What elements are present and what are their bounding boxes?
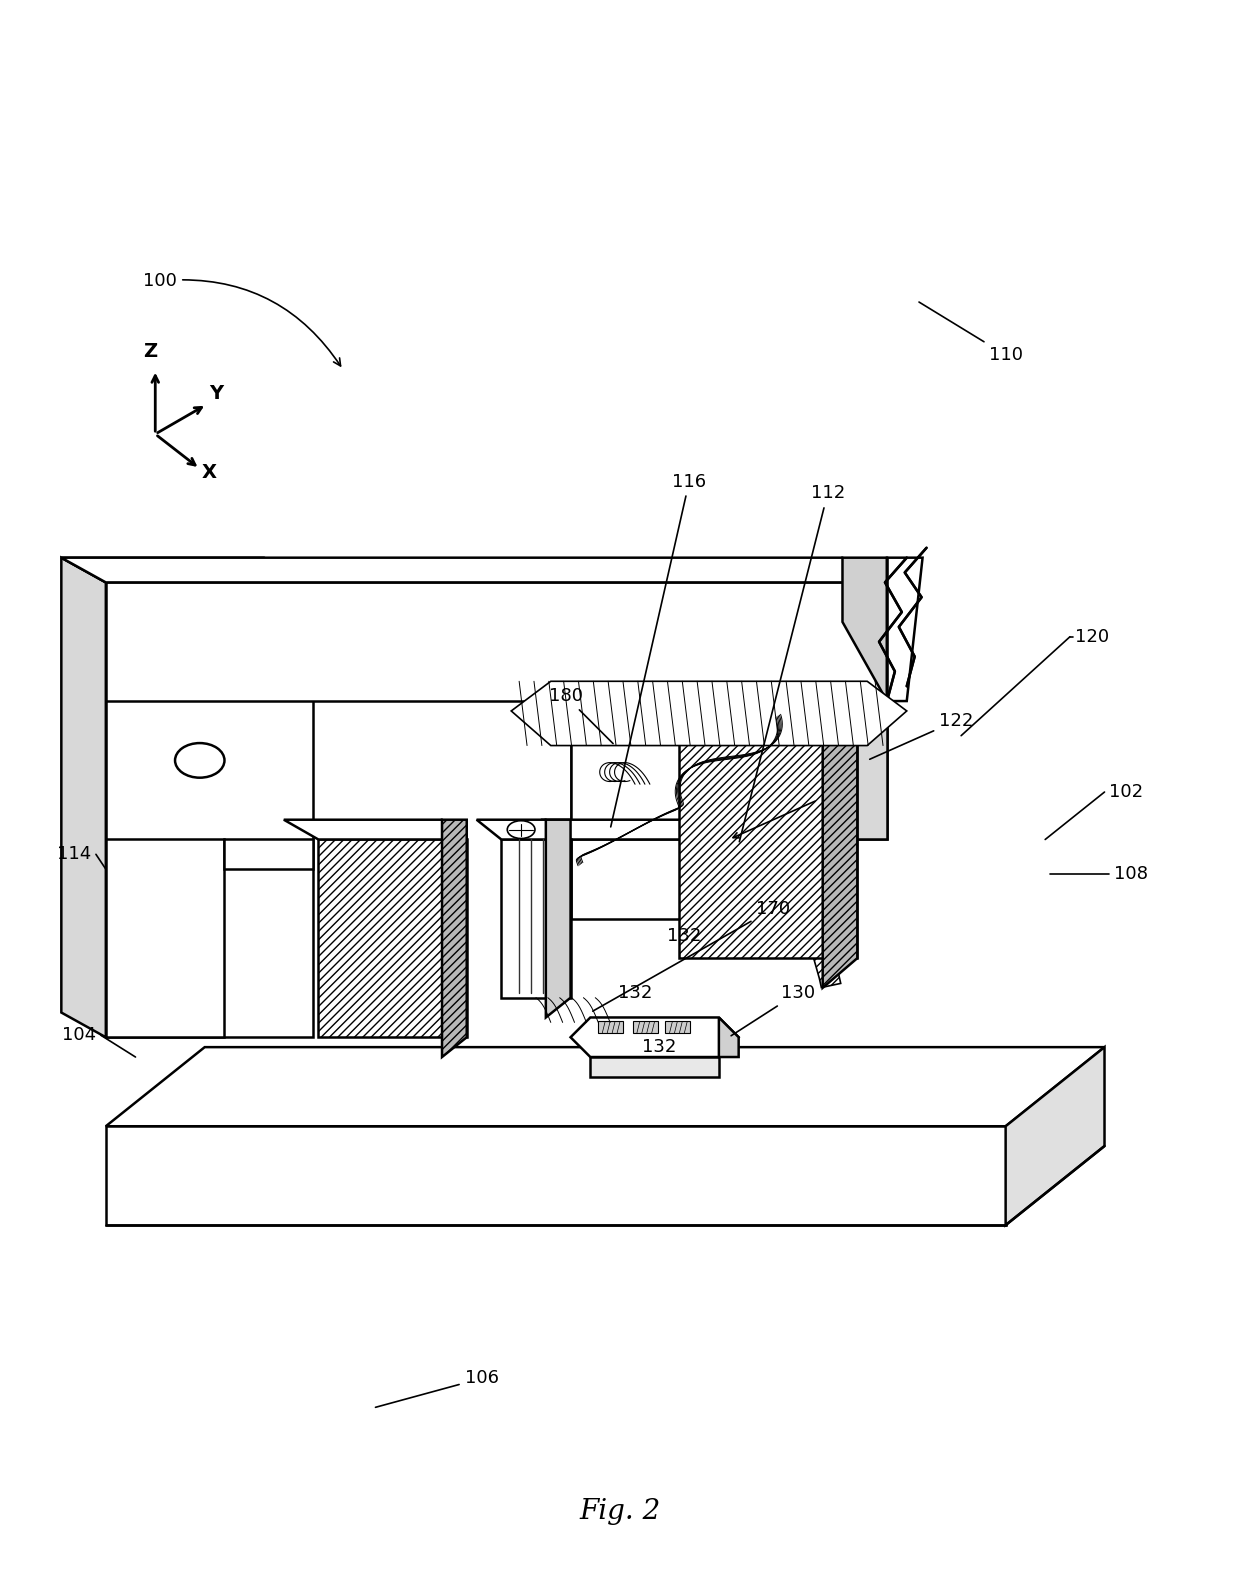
Polygon shape (319, 839, 466, 1038)
Polygon shape (570, 1017, 739, 1057)
Polygon shape (105, 1047, 1105, 1127)
Polygon shape (719, 1017, 739, 1057)
Polygon shape (887, 558, 946, 701)
Polygon shape (61, 558, 887, 583)
Text: 114: 114 (57, 845, 91, 863)
Polygon shape (1006, 1047, 1105, 1225)
Polygon shape (105, 583, 314, 1038)
Text: Fig. 2: Fig. 2 (579, 1498, 661, 1525)
Polygon shape (284, 820, 466, 839)
FancyBboxPatch shape (632, 1022, 657, 1033)
Wedge shape (630, 756, 841, 987)
Polygon shape (511, 682, 906, 745)
Text: 130: 130 (732, 984, 815, 1036)
Polygon shape (887, 558, 923, 701)
Text: 108: 108 (1115, 864, 1148, 883)
Polygon shape (476, 820, 570, 839)
Text: 104: 104 (62, 1026, 95, 1044)
Polygon shape (590, 1057, 719, 1077)
Polygon shape (501, 839, 570, 998)
Text: Z: Z (144, 342, 157, 361)
Polygon shape (570, 839, 749, 918)
Text: 132: 132 (642, 1038, 677, 1057)
Polygon shape (570, 701, 887, 839)
Text: 132: 132 (618, 984, 652, 1001)
FancyBboxPatch shape (666, 1022, 691, 1033)
Text: 180: 180 (548, 686, 613, 744)
Polygon shape (105, 583, 887, 701)
Ellipse shape (684, 748, 734, 783)
Text: X: X (201, 462, 216, 481)
Polygon shape (105, 839, 224, 1038)
Ellipse shape (507, 820, 534, 839)
Polygon shape (61, 558, 314, 583)
Text: 106: 106 (376, 1370, 498, 1408)
Text: 170: 170 (593, 899, 790, 1011)
Text: 102: 102 (1110, 783, 1143, 801)
Text: 110: 110 (919, 302, 1023, 364)
Ellipse shape (175, 744, 224, 777)
Text: 122: 122 (869, 712, 973, 760)
Polygon shape (719, 820, 749, 939)
Text: Y: Y (210, 385, 223, 404)
FancyBboxPatch shape (598, 1022, 622, 1033)
Polygon shape (842, 701, 887, 839)
Polygon shape (842, 558, 887, 701)
Polygon shape (61, 558, 105, 1038)
Text: 112: 112 (739, 485, 844, 842)
Polygon shape (680, 731, 857, 958)
Text: 100: 100 (144, 272, 341, 365)
Polygon shape (822, 710, 857, 988)
Polygon shape (541, 820, 749, 839)
Text: 120: 120 (1075, 628, 1109, 645)
Polygon shape (546, 820, 570, 1017)
Polygon shape (105, 1127, 1006, 1225)
Polygon shape (645, 710, 857, 731)
Polygon shape (570, 701, 699, 839)
Polygon shape (441, 820, 466, 1057)
Polygon shape (224, 839, 314, 869)
Text: 132: 132 (667, 928, 702, 945)
Text: 116: 116 (611, 472, 707, 826)
